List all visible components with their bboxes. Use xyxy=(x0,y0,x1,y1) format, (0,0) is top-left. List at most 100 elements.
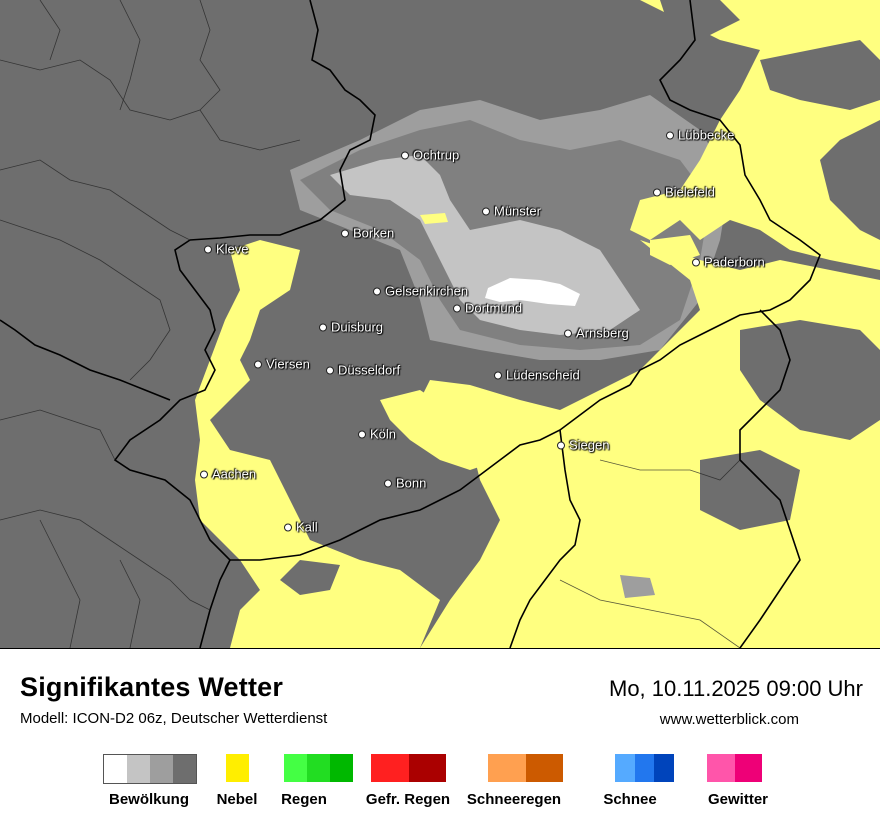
swatch-rain-2 xyxy=(330,754,353,782)
city-marker-bielefeld: Bielefeld xyxy=(653,185,715,200)
swatch-cloud-1 xyxy=(127,755,150,783)
city-label: Siegen xyxy=(569,437,610,453)
city-label: Kleve xyxy=(216,241,249,257)
swatch-cloud-3 xyxy=(173,755,196,783)
swatch-cloud-0 xyxy=(104,755,127,783)
clear-sky-area xyxy=(485,278,580,306)
legend-label: Bewölkung xyxy=(108,791,190,808)
swatch-thunderstorm-0 xyxy=(707,754,735,782)
swatch-rain-1 xyxy=(307,754,330,782)
legend-swatches xyxy=(488,754,563,782)
city-marker-arnsberg: Arnsberg xyxy=(564,326,629,341)
city-dot xyxy=(200,470,208,478)
city-label: Kall xyxy=(296,519,318,535)
city-label: Düsseldorf xyxy=(338,362,401,378)
fog-area-small-1 xyxy=(420,213,448,224)
city-label: Arnsberg xyxy=(576,325,629,341)
cloud-patch-south-2 xyxy=(280,560,340,595)
city-marker-viersen: Viersen xyxy=(254,357,310,372)
city-dot xyxy=(653,188,661,196)
legend-swatches xyxy=(371,754,446,782)
cloud-patch-northeast xyxy=(760,40,880,110)
legend-item-cloudiness: Bewölkung xyxy=(103,754,197,808)
city-marker-kall: Kall xyxy=(284,520,318,535)
city-label: Dortmund xyxy=(465,300,523,316)
legend-swatches xyxy=(226,754,249,782)
cloud-patch-southeast xyxy=(700,450,800,530)
legend-item-fog: Nebel xyxy=(217,754,257,808)
legend-swatches xyxy=(103,754,197,784)
legend-label: Nebel xyxy=(216,791,258,808)
city-label: Köln xyxy=(370,426,397,442)
city-marker-bonn: Bonn xyxy=(384,476,426,491)
cloud-patch-east xyxy=(740,320,880,440)
city-dot xyxy=(341,229,349,237)
city-label: Paderborn xyxy=(704,254,765,270)
legend-item-snow: Schnee xyxy=(603,754,674,808)
city-marker-dortmund: Dortmund xyxy=(453,301,522,316)
border-lines xyxy=(0,0,821,648)
city-dot xyxy=(494,371,502,379)
city-marker-siegen: Siegen xyxy=(557,438,609,453)
city-dot xyxy=(482,207,490,215)
legend-item-thunderstorm: Gewitter xyxy=(707,754,768,808)
swatch-snow-2 xyxy=(654,754,674,782)
city-label: Bielefeld xyxy=(665,184,715,200)
legend-swatches xyxy=(284,754,353,782)
district-lines xyxy=(0,0,741,648)
swatch-freezing-rain-1 xyxy=(409,754,446,782)
city-dot xyxy=(319,323,327,331)
city-marker-luebbecke: Lübbecke xyxy=(666,128,734,143)
city-label: Borken xyxy=(353,225,395,241)
city-marker-muenster: Münster xyxy=(482,204,541,219)
city-marker-ochtrup: Ochtrup xyxy=(401,148,459,163)
swatch-thunderstorm-1 xyxy=(735,754,762,782)
legend-label: Gefr. Regen xyxy=(365,791,451,808)
legend-label: Gewitter xyxy=(707,791,769,808)
fog-area-small-2 xyxy=(650,235,700,265)
city-marker-koeln: Köln xyxy=(358,427,396,442)
model-info: Modell: ICON-D2 06z, Deutscher Wetterdie… xyxy=(20,710,328,727)
city-label: Lübbecke xyxy=(678,127,735,143)
city-label: Viersen xyxy=(266,356,310,372)
city-marker-gelsenkirchen: Gelsenkirchen xyxy=(373,284,468,299)
city-label: Duisburg xyxy=(331,319,384,335)
legend-label: Schnee xyxy=(603,791,657,808)
city-dot xyxy=(358,430,366,438)
fog-area-center xyxy=(380,390,500,470)
cloud-patch-north xyxy=(660,0,740,40)
swatch-sleet-1 xyxy=(526,754,563,782)
city-label: Bonn xyxy=(396,475,427,491)
city-dot xyxy=(692,258,700,266)
forecast-datetime: Mo, 10.11.2025 09:00 Uhr xyxy=(609,676,863,701)
legend-item-freezing-rain: Gefr. Regen xyxy=(366,754,450,808)
swatch-freezing-rain-0 xyxy=(371,754,409,782)
swatch-sleet-0 xyxy=(488,754,526,782)
swatch-rain-0 xyxy=(284,754,307,782)
city-dot xyxy=(401,151,409,159)
city-dot xyxy=(564,329,572,337)
swatch-snow-1 xyxy=(635,754,654,782)
cloud-patch-south xyxy=(620,575,655,598)
city-marker-borken: Borken xyxy=(341,226,394,241)
city-marker-duesseldorf: Düsseldorf xyxy=(326,363,400,378)
legend: Bewölkung Nebel Regen Gefr. Regen Schnee… xyxy=(0,754,880,814)
map-layers xyxy=(0,0,880,648)
city-marker-kleve: Kleve xyxy=(204,242,249,257)
city-dot xyxy=(666,131,674,139)
city-dot xyxy=(326,366,334,374)
map-title: Signifikantes Wetter xyxy=(20,672,284,702)
swatch-cloud-2 xyxy=(150,755,173,783)
swatch-fog-0 xyxy=(226,754,249,782)
city-dot xyxy=(557,441,565,449)
website-link[interactable]: www.wetterblick.com xyxy=(659,711,799,728)
city-dot xyxy=(373,287,381,295)
city-label: Münster xyxy=(494,203,541,219)
legend-label: Schneeregen xyxy=(466,791,562,808)
city-marker-duisburg: Duisburg xyxy=(319,320,383,335)
city-label: Ochtrup xyxy=(413,147,460,163)
city-label: Lüdenscheid xyxy=(506,367,580,383)
city-marker-paderborn: Paderborn xyxy=(692,255,765,270)
legend-label: Regen xyxy=(281,791,327,808)
city-dot xyxy=(204,245,212,253)
